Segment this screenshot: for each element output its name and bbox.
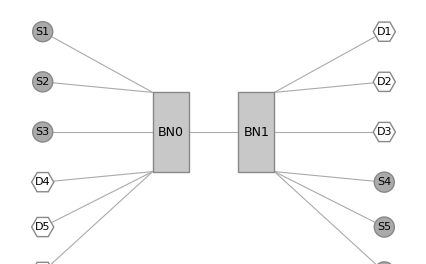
Text: D5: D5 — [35, 222, 50, 232]
Text: S1: S1 — [35, 27, 50, 37]
Ellipse shape — [374, 262, 393, 264]
Text: D2: D2 — [376, 77, 391, 87]
Text: S2: S2 — [35, 77, 50, 87]
Text: S3: S3 — [35, 127, 50, 137]
Text: BN1: BN1 — [243, 125, 268, 139]
Text: D3: D3 — [376, 127, 391, 137]
FancyBboxPatch shape — [153, 92, 189, 172]
Text: D1: D1 — [376, 27, 391, 37]
Polygon shape — [372, 72, 394, 91]
Polygon shape — [32, 173, 54, 192]
Polygon shape — [32, 218, 54, 237]
Polygon shape — [372, 22, 394, 41]
Ellipse shape — [33, 72, 52, 92]
FancyBboxPatch shape — [238, 92, 274, 172]
Polygon shape — [32, 262, 54, 264]
Ellipse shape — [374, 172, 393, 192]
Text: S4: S4 — [376, 177, 391, 187]
Ellipse shape — [33, 122, 52, 142]
Text: D4: D4 — [35, 177, 50, 187]
Text: BN0: BN0 — [158, 125, 183, 139]
Ellipse shape — [374, 217, 393, 237]
Ellipse shape — [33, 22, 52, 42]
Text: S5: S5 — [376, 222, 391, 232]
Polygon shape — [372, 122, 394, 142]
